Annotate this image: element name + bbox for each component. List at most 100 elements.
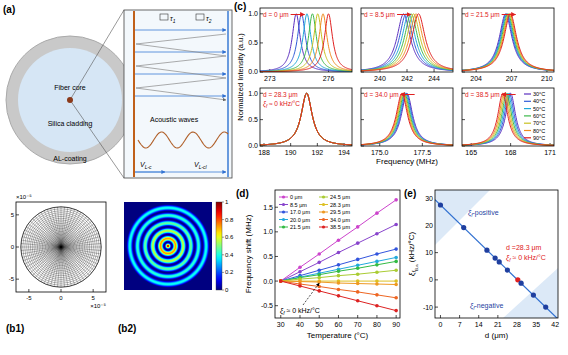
point (337, 294, 341, 298)
point (375, 270, 379, 274)
mesh-spoke (61, 247, 65, 287)
velocity-label: VL-c (140, 161, 152, 170)
x-tick-label: 90 (392, 321, 400, 328)
data-group (279, 198, 398, 312)
y-tick (435, 252, 438, 253)
mesh-spoke (21, 247, 61, 248)
waves-label: Acoustic waves (150, 116, 199, 123)
legend-marker (282, 218, 285, 221)
mesh-spoke (61, 237, 100, 247)
point (438, 202, 443, 207)
spectrum (260, 14, 352, 72)
point (394, 268, 398, 272)
point (531, 293, 536, 298)
y-tick-label: 1.0 (248, 90, 258, 97)
point (493, 255, 498, 260)
y-tick (435, 307, 438, 308)
legend-swatch (524, 93, 531, 94)
x-axis-label: Frequency (MHz) (376, 157, 438, 166)
mesh-spoke (61, 247, 97, 264)
y-tick (435, 279, 438, 280)
legend-marker (282, 195, 285, 198)
y-tick (275, 231, 278, 232)
legend-marker (282, 210, 285, 213)
x-tick-label: 30 (277, 321, 285, 328)
annotation: ξf-negative (470, 302, 503, 311)
x-tick-label: 204 (470, 75, 482, 82)
y-tick-label: -0.5 (261, 302, 273, 309)
series-line (281, 281, 396, 298)
mesh-spoke (44, 247, 61, 283)
series-line (281, 224, 396, 281)
point (394, 198, 398, 202)
point (317, 280, 321, 284)
y-axis-label: ξfB,a (kHz/°C) (407, 232, 419, 277)
mesh-spoke (61, 243, 101, 247)
spectrum (462, 14, 554, 71)
point (337, 263, 341, 267)
legend-label: 0 μm (290, 194, 303, 200)
y-tick (275, 305, 278, 306)
point (394, 256, 398, 260)
data-group (462, 93, 554, 145)
x-tick (440, 315, 441, 318)
x-axis-label: d (μm) (485, 331, 509, 340)
text-part: -negative (475, 302, 504, 310)
point (394, 260, 398, 264)
wave-arrow (135, 96, 226, 97)
spectrum (260, 93, 352, 145)
x-tick-label: 70 (354, 321, 362, 328)
x-tick-label: 28 (513, 321, 521, 328)
point (317, 276, 321, 280)
velocity-label: VL-cl (194, 161, 207, 170)
y-tick-label: 0.5 (248, 39, 258, 46)
point (497, 259, 502, 264)
mesh-spoke (51, 247, 61, 286)
x-tick (319, 315, 320, 318)
point (279, 279, 283, 283)
x-tick-label: 168 (505, 149, 517, 156)
x-tick (478, 315, 479, 318)
point (279, 279, 283, 283)
x-tick-label: 21 (494, 321, 502, 328)
point (356, 241, 360, 245)
x-tick-label: 190 (285, 149, 297, 156)
spectrum (462, 93, 554, 145)
legend-label: 17.0 μm (290, 209, 310, 215)
text-part: ≈ 0 kHz/°C (267, 100, 300, 107)
mode-background (124, 202, 212, 290)
mesh-spoke (61, 230, 97, 247)
x-tick-label: 244 (428, 75, 440, 82)
y-tick (275, 256, 278, 257)
text-part: L-c (145, 165, 152, 170)
x-tick (317, 143, 318, 146)
spectrum (361, 93, 453, 145)
point (461, 225, 466, 230)
colorbar-label: 0.6 (225, 234, 234, 240)
x-tick-label: 240 (374, 75, 386, 82)
x-tick (510, 143, 511, 146)
x-tick-label: 42 (551, 321, 559, 328)
data-group (21, 207, 101, 287)
mesh-spoke (61, 247, 101, 251)
y-tick-label: 0.5 (248, 116, 258, 123)
x-tick-label: 188 (258, 149, 270, 156)
x-tick (280, 315, 281, 318)
mesh-spoke (23, 247, 61, 261)
legend-marker (282, 225, 285, 228)
x-tick-label: 177.5 (414, 149, 432, 156)
mode-field (126, 204, 210, 288)
spectrum (361, 14, 453, 70)
text-part: 1 (173, 19, 176, 24)
annotation: d = 8.5 μm (364, 11, 395, 19)
point (337, 238, 341, 242)
spectrum (260, 93, 352, 145)
mesh-spoke (35, 216, 61, 247)
legend-marker (322, 225, 325, 228)
y-tick-label: 30 (425, 195, 433, 202)
data-group (435, 190, 558, 318)
mesh-spoke (61, 207, 65, 247)
mesh-spoke (61, 247, 101, 248)
x-tick (511, 69, 512, 72)
spectrum (260, 93, 352, 145)
